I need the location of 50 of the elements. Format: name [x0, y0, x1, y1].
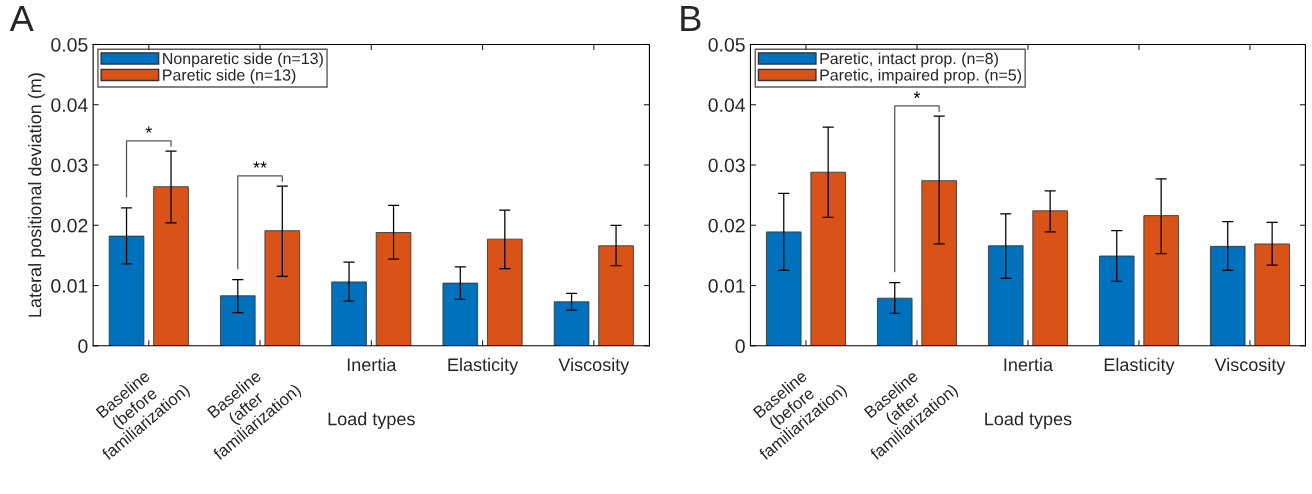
- legend-label: Paretic, intact prop. (n=8): [820, 52, 998, 68]
- y-tick-label: 0.03: [708, 158, 745, 173]
- y-tick-label: 0.05: [708, 37, 745, 52]
- bar: [921, 180, 957, 346]
- bar: [810, 171, 846, 346]
- bar: [877, 297, 913, 346]
- x-tick-label: Inertia: [1004, 357, 1054, 372]
- y-tick-label: 0.02: [51, 218, 88, 233]
- x-tick-label: Elasticity: [1104, 357, 1175, 375]
- legend-label: Paretic side (n=13): [163, 68, 296, 84]
- y-tick-label: 0.03: [51, 158, 88, 173]
- bar: [1143, 215, 1179, 346]
- y-tick-label: 0.04: [708, 98, 746, 112]
- y-tick-label: 0.04: [51, 98, 88, 112]
- y-tick-label: 0: [78, 339, 88, 354]
- chart-title: A: [9, 6, 34, 31]
- x-axis-title: Load types: [328, 412, 415, 429]
- bar: [331, 281, 367, 346]
- y-tick-label: 0.02: [708, 218, 745, 233]
- annotation: *: [913, 91, 921, 98]
- y-axis-title: Lateral positional deviation (m): [28, 73, 45, 317]
- bar: [1032, 210, 1068, 346]
- bar: [988, 245, 1024, 346]
- annotation: **: [253, 161, 267, 168]
- bar: [220, 295, 256, 346]
- x-tick-label: Inertia: [347, 357, 397, 372]
- bar: [1210, 245, 1246, 346]
- bar: [766, 231, 802, 346]
- bar: [153, 186, 189, 346]
- legend-label: Nonparetic side (n=13): [163, 52, 323, 68]
- x-tick-label: Viscosity: [558, 357, 630, 375]
- x-tick-label: Viscosity: [1214, 357, 1286, 375]
- y-tick-label: 0.01: [51, 279, 88, 293]
- bar: [553, 301, 590, 346]
- bar: [264, 230, 301, 346]
- bar: [1099, 255, 1135, 346]
- bar: [442, 282, 479, 346]
- y-tick-label: 0.05: [51, 37, 88, 52]
- bar: [1254, 243, 1290, 346]
- annotation: *: [145, 126, 153, 133]
- legend-label: Paretic, impaired prop. (n=5): [820, 68, 1021, 84]
- y-tick-label: 0: [735, 339, 745, 354]
- y-tick-label: 0.01: [708, 279, 745, 293]
- chart-title: B: [681, 6, 701, 31]
- bar: [487, 238, 523, 346]
- x-axis-title: Load types: [985, 412, 1072, 429]
- bar: [598, 245, 634, 346]
- bar: [375, 232, 412, 346]
- x-tick-label: Elasticity: [448, 357, 519, 375]
- bar: [108, 235, 145, 346]
